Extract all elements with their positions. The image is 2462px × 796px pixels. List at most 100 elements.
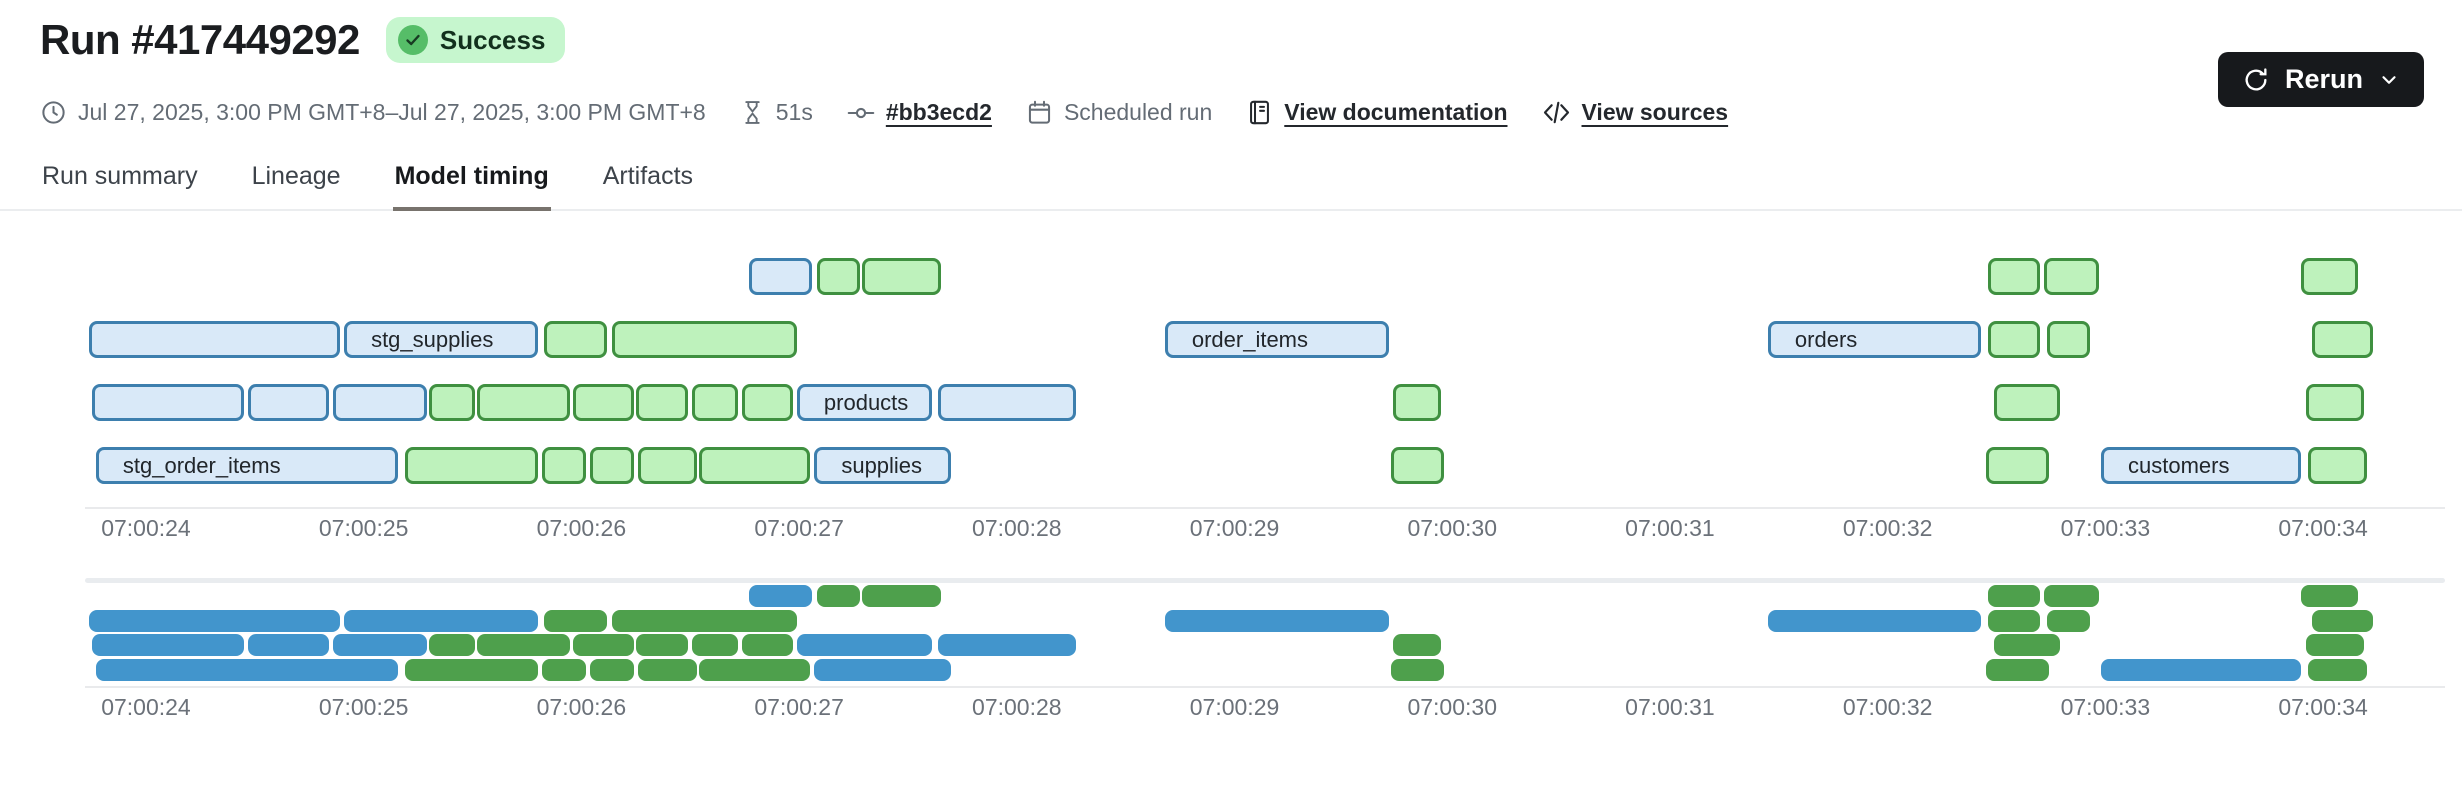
tab-model-timing[interactable]: Model timing <box>392 152 551 211</box>
gantt-bar[interactable] <box>476 384 571 421</box>
gantt-bar[interactable] <box>816 258 861 295</box>
view-sources-link[interactable]: View sources <box>1581 99 1729 125</box>
gantt-bar[interactable] <box>2305 384 2365 421</box>
rerun-button[interactable]: Rerun <box>2217 52 2424 107</box>
tab-lineage[interactable]: Lineage <box>250 152 343 211</box>
gantt-bar[interactable] <box>476 634 571 656</box>
gantt-bar[interactable] <box>248 384 329 421</box>
gantt-bar[interactable] <box>698 658 810 681</box>
gantt-bar-stg_supplies[interactable] <box>344 609 538 632</box>
gantt-bar[interactable] <box>2301 585 2358 607</box>
gantt-bar[interactable] <box>2046 609 2091 632</box>
gantt-bar-supplies[interactable]: supplies <box>814 447 952 484</box>
trigger-item: Scheduled run <box>1026 99 1212 126</box>
gantt-bar[interactable] <box>1987 258 2041 295</box>
gantt-bar[interactable] <box>405 658 538 681</box>
gantt-bar[interactable] <box>637 447 697 484</box>
gantt-bar[interactable] <box>816 585 861 607</box>
gantt-bar[interactable] <box>544 321 608 358</box>
gantt-bar[interactable] <box>405 447 538 484</box>
code-icon <box>1542 98 1571 127</box>
axis-tick-label: 07:00:27 <box>754 515 844 541</box>
minimap-rows <box>85 578 2445 720</box>
view-documentation-link[interactable]: View documentation <box>1284 99 1508 125</box>
gantt-bar-stg_supplies[interactable]: stg_supplies <box>344 321 538 358</box>
gantt-bar[interactable] <box>1985 447 2049 484</box>
gantt-bar-orders[interactable] <box>1767 609 1982 632</box>
gantt-bar[interactable] <box>2307 658 2367 681</box>
gantt-bar[interactable] <box>1391 447 1444 484</box>
gantt-bar[interactable] <box>2307 447 2367 484</box>
gantt-bar[interactable] <box>333 634 427 656</box>
gantt-bar[interactable] <box>2305 634 2365 656</box>
gantt-bar-label: stg_order_items <box>122 452 281 478</box>
gantt-bar[interactable] <box>611 321 797 358</box>
gantt-bar-products[interactable] <box>796 634 932 656</box>
gantt-bar[interactable] <box>692 384 739 421</box>
gantt-bar-order_items[interactable]: order_items <box>1164 321 1390 358</box>
gantt-bar-products[interactable]: products <box>796 384 932 421</box>
brush-track[interactable] <box>85 578 2445 583</box>
gantt-bar-stg_order_items[interactable] <box>95 658 399 681</box>
gantt-bar[interactable] <box>1391 658 1444 681</box>
gantt-bar[interactable] <box>2301 258 2358 295</box>
gantt-bar[interactable] <box>698 447 810 484</box>
gantt-bar[interactable] <box>1994 384 2060 421</box>
gantt-bar[interactable] <box>938 384 1076 421</box>
gantt-bar[interactable] <box>590 658 634 681</box>
gantt-bar[interactable] <box>1393 634 1442 656</box>
gantt-bar[interactable] <box>938 634 1076 656</box>
gantt-bar[interactable] <box>749 585 813 607</box>
gantt-bar[interactable] <box>742 384 793 421</box>
axis-tick-label: 07:00:34 <box>2278 694 2368 720</box>
gantt-bar-stg_order_items[interactable]: stg_order_items <box>95 447 399 484</box>
gantt-bar[interactable] <box>1994 634 2060 656</box>
gantt-bar[interactable] <box>692 634 739 656</box>
gantt-bar-orders[interactable]: orders <box>1767 321 1982 358</box>
run-meta-row: Jul 27, 2025, 3:00 PM GMT+8–Jul 27, 2025… <box>40 98 1728 127</box>
gantt-bar[interactable] <box>572 634 634 656</box>
gantt-bar[interactable] <box>91 384 244 421</box>
gantt-bar[interactable] <box>2312 609 2374 632</box>
gantt-bar[interactable] <box>428 634 475 656</box>
gantt-bar[interactable] <box>862 258 941 295</box>
time-axis: 07:00:24 07:00:25 07:00:26 07:00:27 07:00:28… <box>85 515 2445 547</box>
gantt-bar[interactable] <box>2312 321 2374 358</box>
gantt-bar[interactable] <box>862 585 941 607</box>
gantt-bar[interactable] <box>1987 585 2041 607</box>
gantt-bar[interactable] <box>2044 258 2099 295</box>
gantt-bar[interactable] <box>1987 609 2041 632</box>
tab-run-summary[interactable]: Run summary <box>40 152 200 211</box>
gantt-bar[interactable] <box>611 609 797 632</box>
gantt-bar[interactable] <box>89 321 340 358</box>
gantt-bar[interactable] <box>749 258 813 295</box>
run-date-range-text: Jul 27, 2025, 3:00 PM GMT+8–Jul 27, 2025… <box>78 99 706 125</box>
docs-link-item: View documentation <box>1246 99 1508 126</box>
gantt-bar-label: order_items <box>1191 326 1308 352</box>
gantt-bar-customers[interactable]: customers <box>2101 447 2302 484</box>
gantt-bar[interactable] <box>742 634 793 656</box>
gantt-bar[interactable] <box>544 609 608 632</box>
gantt-bar[interactable] <box>542 658 586 681</box>
gantt-bar[interactable] <box>635 634 689 656</box>
gantt-bar[interactable] <box>2046 321 2091 358</box>
gantt-bar[interactable] <box>428 384 475 421</box>
gantt-bar[interactable] <box>91 634 244 656</box>
tab-artifacts[interactable]: Artifacts <box>601 152 695 211</box>
gantt-bar[interactable] <box>89 609 340 632</box>
gantt-bar[interactable] <box>248 634 329 656</box>
gantt-bar[interactable] <box>635 384 689 421</box>
gantt-bar[interactable] <box>572 384 634 421</box>
gantt-bar[interactable] <box>590 447 634 484</box>
gantt-bar-supplies[interactable] <box>814 658 952 681</box>
gantt-bar[interactable] <box>542 447 586 484</box>
gantt-bar[interactable] <box>637 658 697 681</box>
commit-link[interactable]: #bb3ecd2 <box>885 99 992 125</box>
gantt-bar[interactable] <box>1393 384 1442 421</box>
gantt-bar[interactable] <box>333 384 427 421</box>
gantt-bar[interactable] <box>2044 585 2099 607</box>
gantt-bar[interactable] <box>1987 321 2041 358</box>
gantt-bar-order_items[interactable] <box>1164 609 1390 632</box>
gantt-bar-customers[interactable] <box>2101 658 2302 681</box>
gantt-bar[interactable] <box>1985 658 2049 681</box>
